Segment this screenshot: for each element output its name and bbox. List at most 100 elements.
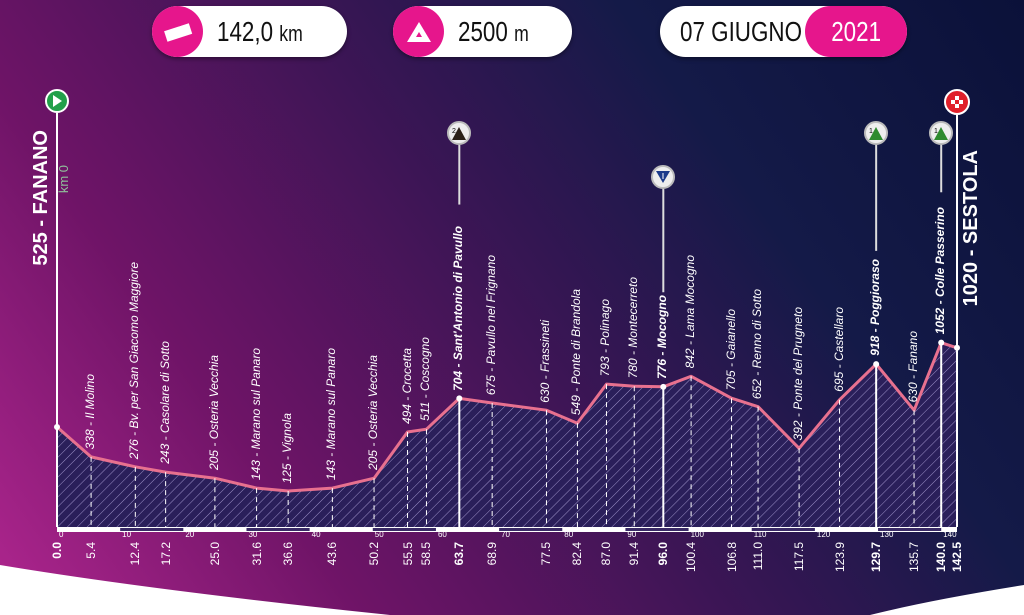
waypoint-label: 695 - Castellaro <box>831 307 846 392</box>
km-label: 87.0 <box>599 542 614 566</box>
x-tick-label: 130 <box>880 530 894 539</box>
waypoint-label: 205 - Osteria Vecchia <box>366 355 381 471</box>
km-label: 43.6 <box>325 542 340 566</box>
km-label: 135.7 <box>907 542 922 573</box>
km-label: 106.8 <box>724 542 739 573</box>
date-badge: 07 GIUGNO 2021 <box>660 6 907 57</box>
km-label: 82.4 <box>570 542 585 566</box>
mountain-gpm-icon: 2 <box>447 121 472 145</box>
mountain-gpm-icon: 1 <box>864 121 889 145</box>
km-label: 17.2 <box>158 542 173 566</box>
elevation-value: 2500 <box>458 15 508 47</box>
finish-flag-icon <box>944 89 970 115</box>
km-label: 58.5 <box>419 542 434 566</box>
km-label: 36.6 <box>281 542 296 566</box>
start-label: 525 - FANANO <box>30 130 52 266</box>
axis-segment <box>751 528 815 531</box>
waypoint-label: 494 - Crocetta <box>399 347 414 424</box>
elevation-unit: m <box>514 20 529 46</box>
km-label: 63.7 <box>452 542 467 566</box>
x-tick-label: 90 <box>627 530 637 539</box>
distance-value: 142,0 <box>217 15 274 47</box>
km-label: 5.4 <box>84 542 99 559</box>
waypoint-label: 630 - Frassineti <box>538 319 553 403</box>
axis-segment <box>625 528 689 531</box>
x-tick-label: 70 <box>501 530 510 539</box>
waypoint-label: 652 - Renno di Sotto <box>750 288 765 399</box>
km-label: 31.6 <box>249 542 264 566</box>
axis-segment <box>372 528 436 531</box>
km-label: 68.9 <box>485 542 500 566</box>
waypoint-label: 704 - Sant'Antonio di Pavullo <box>451 225 466 391</box>
waypoint-label: 549 - Ponte di Brandola <box>569 289 584 416</box>
x-tick-label: 40 <box>311 530 321 539</box>
elevation-badge: 2500 m <box>393 6 572 57</box>
waypoint-label: 143 - Marano sul Panaro <box>248 348 263 481</box>
x-tick-label: 10 <box>122 530 132 539</box>
waypoint-dot <box>873 361 880 368</box>
distance-badge: 142,0 km <box>152 6 347 57</box>
svg-text:1: 1 <box>934 128 938 135</box>
x-tick-label: 20 <box>185 530 195 539</box>
waypoint-label: 392 - Ponte del Prugneto <box>791 306 806 441</box>
km-label: 12.4 <box>128 542 143 566</box>
ruler-icon <box>152 6 203 57</box>
axis-segment <box>878 528 942 531</box>
waypoint-label: 1052 - Colle Passerino <box>933 207 948 335</box>
km-label: 140.0 <box>934 542 949 573</box>
x-tick-label: 80 <box>564 530 574 539</box>
waypoint-label: 125 - Vignola <box>280 412 295 484</box>
x-tick-label: 120 <box>816 530 831 539</box>
waypoint-label: 276 - Bv. per San Giacomo Maggiore <box>127 261 142 459</box>
waypoint-label: 205 - Osteria Vecchia <box>206 355 221 471</box>
km-label: 96.0 <box>656 542 671 566</box>
profile-area <box>57 342 957 527</box>
axis-segment <box>120 528 184 531</box>
km-label: 142.5 <box>950 542 964 573</box>
waypoint-dot <box>660 383 667 390</box>
km-label: 123.9 <box>832 542 847 573</box>
waypoint-label: 918 - Poggioraso <box>868 259 883 357</box>
x-tick-label: 110 <box>753 530 767 539</box>
waypoint-label: 780 - Montecerreto <box>626 276 641 379</box>
km-label: 25.0 <box>207 542 222 566</box>
x-tick-label: 140 <box>943 530 957 539</box>
km-label: 117.5 <box>792 542 807 572</box>
waypoint-label: 776 - Mocogno <box>655 294 670 379</box>
waypoint-label: 511 - Coscogno <box>418 337 433 422</box>
mountain-gpm-icon: 1 <box>929 121 954 145</box>
distance-unit: km <box>279 20 303 46</box>
waypoint-label: 143 - Marano sul Panaro <box>324 348 339 481</box>
date-year: 2021 <box>831 15 881 47</box>
km-label: 0.0 <box>50 542 64 559</box>
date-day-month: 07 GIUGNO <box>680 15 802 47</box>
waypoint-dot <box>456 395 463 402</box>
km-label: 100.4 <box>684 542 699 573</box>
waypoint-dot <box>938 339 945 346</box>
km-label: 77.5 <box>539 542 554 566</box>
decorative-corner <box>870 585 1024 615</box>
x-tick-label: 60 <box>437 530 447 539</box>
km-label: 91.4 <box>627 542 642 566</box>
waypoint-label: 630 - Fanano <box>906 330 921 403</box>
svg-text:2: 2 <box>452 128 456 135</box>
x-tick-label: 30 <box>248 530 258 539</box>
km-label: 55.5 <box>400 542 415 566</box>
axis-segment <box>499 528 563 531</box>
waypoint-label: 705 - Gaianello <box>723 308 738 391</box>
km-zero-label: km 0 <box>56 165 71 194</box>
x-tick-label: 100 <box>690 530 704 539</box>
sprint-icon <box>651 165 676 189</box>
waypoint-label: 675 - Pavullo nel Frignano <box>484 254 499 395</box>
km-label: 50.2 <box>367 542 382 566</box>
waypoint-label: 793 - Polinago <box>598 298 613 377</box>
axis-segment <box>246 528 310 531</box>
finish-label: 1020 - SESTOLA <box>960 150 982 307</box>
waypoint-label: 338 - Il Molino <box>83 373 98 449</box>
km-label: 129.7 <box>869 542 884 573</box>
x-tick-label: 50 <box>374 530 384 539</box>
waypoint-label: 842 - Lama Mocogno <box>683 254 698 369</box>
waypoint-label: 243 - Casolare di Sotto <box>157 341 172 465</box>
mountain-icon <box>393 6 444 57</box>
